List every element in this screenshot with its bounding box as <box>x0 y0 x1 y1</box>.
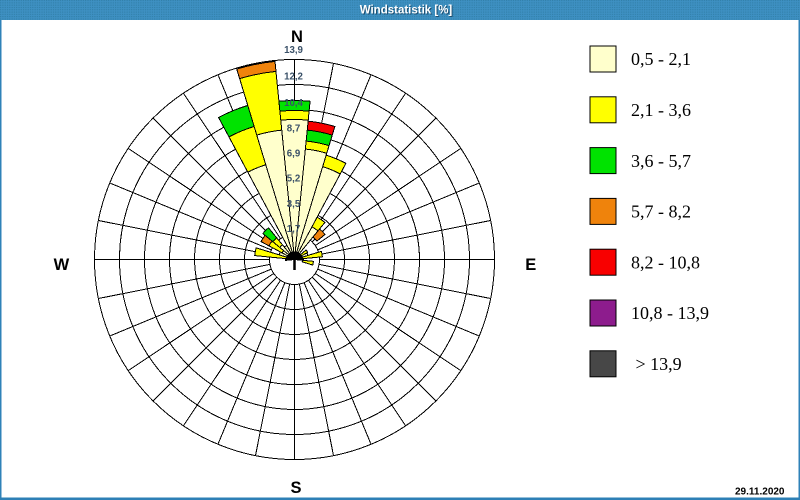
svg-text:10,4: 10,4 <box>284 98 303 109</box>
svg-text:1,7: 1,7 <box>287 224 300 235</box>
svg-text:3,5: 3,5 <box>287 199 301 210</box>
svg-text:W: W <box>54 256 70 274</box>
svg-text:Windstatistik [%]: Windstatistik [%] <box>360 5 453 17</box>
svg-text:10,8 - 13,9: 10,8 - 13,9 <box>631 303 709 323</box>
svg-text:5,2: 5,2 <box>287 174 300 185</box>
svg-text:12,2: 12,2 <box>284 72 303 83</box>
svg-text:0,5 - 2,1: 0,5 - 2,1 <box>631 49 691 69</box>
svg-text:6,9: 6,9 <box>287 149 301 160</box>
svg-text:3,6 - 5,7: 3,6 - 5,7 <box>631 151 691 171</box>
svg-text:8,2 - 10,8: 8,2 - 10,8 <box>631 252 700 272</box>
svg-text:S: S <box>290 479 301 497</box>
svg-text:2,1 - 3,6: 2,1 - 3,6 <box>631 100 691 120</box>
svg-text:13,9: 13,9 <box>284 45 303 56</box>
svg-text:29.11.2020: 29.11.2020 <box>735 486 785 497</box>
svg-text:N: N <box>291 28 303 46</box>
svg-text:E: E <box>525 256 536 274</box>
svg-text:8,7: 8,7 <box>287 123 300 134</box>
svg-text:> 13,9: > 13,9 <box>631 354 682 374</box>
svg-text:5,7 - 8,2: 5,7 - 8,2 <box>631 202 691 222</box>
